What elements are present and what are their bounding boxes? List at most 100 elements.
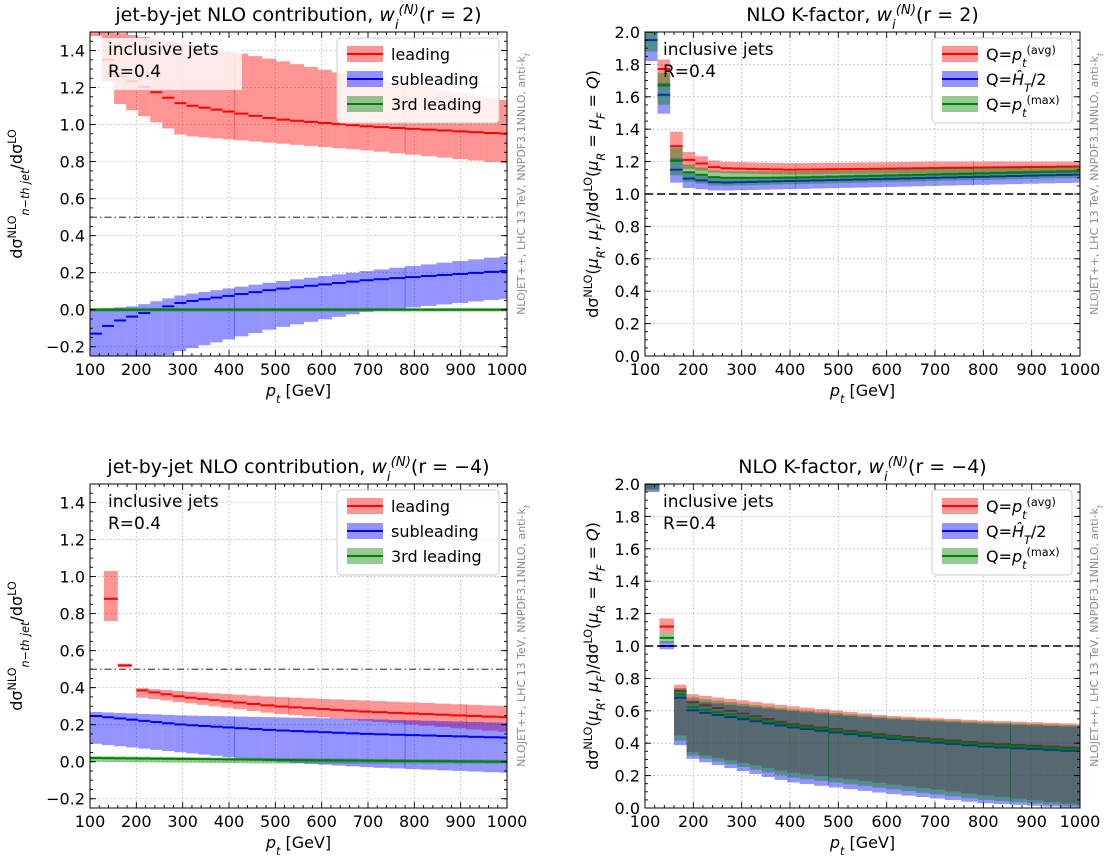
band-bin xyxy=(468,722,484,772)
band-bin xyxy=(977,723,994,804)
band-bin xyxy=(828,710,844,778)
grid xyxy=(90,484,507,808)
band-bin xyxy=(732,177,746,191)
band-bin xyxy=(1039,170,1056,184)
band-bin xyxy=(148,689,161,700)
legend-label: Q=pt(max) xyxy=(986,94,1060,120)
x-tick-label: 700 xyxy=(920,812,951,831)
band-bin xyxy=(481,705,498,731)
band-bin xyxy=(373,719,390,768)
band-bin xyxy=(868,174,883,188)
band-bin xyxy=(1059,726,1077,808)
band-bin xyxy=(276,280,291,327)
x-tick-label: 700 xyxy=(353,812,384,831)
y-tick-label: 1.4 xyxy=(615,120,640,139)
legend: leading subleading 3rd leading xyxy=(336,489,500,576)
series-q-t-2 xyxy=(645,32,1080,191)
x-tick-label: 200 xyxy=(678,360,709,379)
x-tick-label: 800 xyxy=(399,360,430,379)
band-bin xyxy=(304,717,318,764)
ticks xyxy=(89,483,508,809)
band-bin xyxy=(787,711,800,783)
band-bin xyxy=(345,272,360,315)
band-bin xyxy=(686,700,700,759)
x-axis-label: pt [GeV] xyxy=(265,833,331,858)
band-bin xyxy=(499,99,507,164)
y-tick-label: 0.0 xyxy=(615,799,640,818)
band-bin xyxy=(262,717,277,762)
band-bin xyxy=(758,176,771,190)
band-bin xyxy=(452,261,469,303)
band-bin xyxy=(290,64,305,145)
band-bin xyxy=(761,706,775,773)
series-q-p-t-avg- xyxy=(645,484,1080,805)
band-bin xyxy=(828,713,844,783)
x-tick-label: 1000 xyxy=(1060,360,1101,379)
side-note: NLOJET++, LHC 13 TeV, NNPDF3.1NNLO, anti… xyxy=(515,504,532,767)
band-bin xyxy=(674,687,687,741)
legend-label: 3rd leading xyxy=(391,547,482,566)
band-bin xyxy=(711,700,725,762)
y-tick-label: 1.2 xyxy=(60,79,85,98)
series-subleading xyxy=(90,711,507,773)
band-bin xyxy=(359,271,374,312)
panel-bottom-left: 100 200 300 400 500 600 700 800 900 1000 −0.2 0.0 0.… xyxy=(6,455,532,858)
band-bin xyxy=(853,174,869,188)
band-bin xyxy=(993,721,1011,797)
x-tick-label: 500 xyxy=(823,812,854,831)
axes-frame xyxy=(89,31,508,357)
legend: Q=pt(avg)Q=ĤT/2Q=pt(max) xyxy=(931,37,1073,124)
band-bin xyxy=(749,701,762,766)
band-bin xyxy=(389,719,406,769)
y-axis-label-text: dσNLO(μR, μF)/dσLO(μR = μF = Q) xyxy=(582,70,608,318)
series-3rd-leading xyxy=(90,307,507,312)
y-tick-label: 0.2 xyxy=(60,264,85,283)
side-note-text: NLOJET++, LHC 13 TeV, NNPDF3.1NNLO, anti… xyxy=(515,504,532,767)
band-bin xyxy=(783,176,796,190)
legend: Q=pt(avg)Q=ĤT/2Q=pt(max) xyxy=(931,489,1073,576)
y-tick-label: 0.8 xyxy=(615,669,640,688)
x-tick-label: 1000 xyxy=(487,812,528,831)
x-tick-label: 1000 xyxy=(487,360,528,379)
band-bin xyxy=(1072,169,1080,183)
x-tick-label: 400 xyxy=(775,360,806,379)
y-tick-label: −0.2 xyxy=(46,338,85,357)
band-bin xyxy=(1026,723,1044,804)
band-bin xyxy=(774,709,788,780)
band-bin xyxy=(234,286,249,337)
band-bin xyxy=(645,484,660,493)
band-bin xyxy=(497,705,507,732)
panel-top-left: 100 200 300 400 500 600 700 800 900 1000 −0.2 0.0 0.… xyxy=(6,3,532,406)
x-axis-label: pt [GeV] xyxy=(829,833,895,858)
y-tick-label: 0.4 xyxy=(615,282,640,301)
band-bin xyxy=(915,719,931,793)
band-bin xyxy=(749,705,762,770)
band-bin xyxy=(930,718,945,790)
y-axis-label: dσNLO(μR, μF)/dσLO(μR = μF = Q) xyxy=(582,522,608,770)
band-bin xyxy=(843,714,858,785)
y-tick-label: 1.4 xyxy=(60,494,85,513)
y-tick-label: 0.6 xyxy=(615,250,640,269)
band-bin xyxy=(136,688,149,698)
band-bin xyxy=(359,719,374,768)
x-tick-label: 500 xyxy=(260,812,291,831)
annotation-inclusive: inclusive jets xyxy=(108,40,219,60)
x-tick-label: 100 xyxy=(630,812,661,831)
y-tick-label: 1.8 xyxy=(615,507,640,526)
band-bin xyxy=(699,702,712,763)
band-bin xyxy=(911,173,927,187)
annotation-inclusive: inclusive jets xyxy=(108,492,219,512)
band-bin xyxy=(468,259,484,302)
x-tick-label: 300 xyxy=(167,812,198,831)
band-bin xyxy=(150,301,163,356)
y-tick-label: −0.2 xyxy=(46,790,85,809)
band-bin xyxy=(466,704,482,730)
annotation-radius: R=0.4 xyxy=(108,62,161,82)
band-bin xyxy=(276,717,291,763)
plot-area xyxy=(645,32,1080,191)
band-bin xyxy=(1006,171,1023,185)
band-bin xyxy=(799,712,815,785)
band-bin xyxy=(373,269,390,311)
x-tick-label: 400 xyxy=(214,812,245,831)
band-bin xyxy=(814,711,829,781)
